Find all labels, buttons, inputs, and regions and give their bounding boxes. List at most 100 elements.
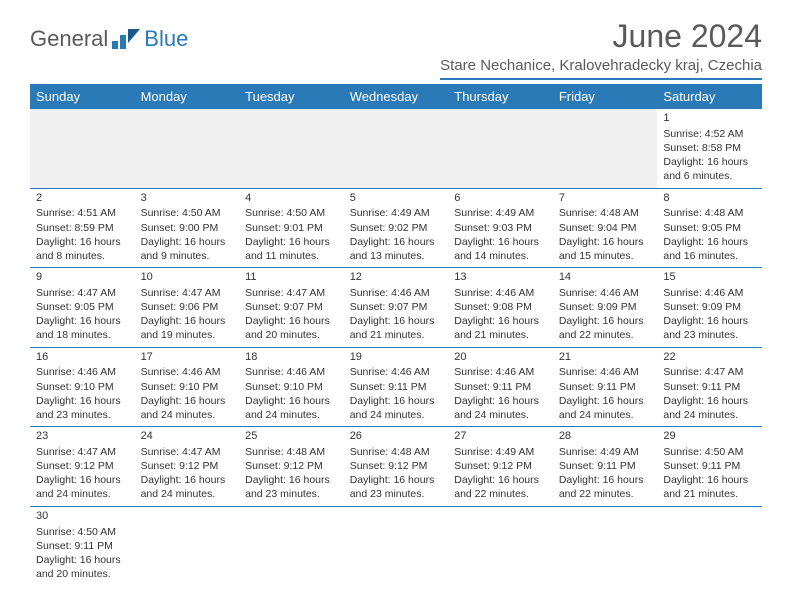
sunset-text: Sunset: 9:11 PM: [350, 380, 443, 394]
calendar-day-cell: 2Sunrise: 4:51 AMSunset: 8:59 PMDaylight…: [30, 188, 135, 268]
month-title: June 2024: [440, 18, 762, 55]
sunrise-text: Sunrise: 4:50 AM: [36, 525, 129, 539]
daylight-text: Daylight: 16 hours: [245, 314, 338, 328]
day-number: 5: [350, 191, 443, 206]
daylight-text: Daylight: 16 hours: [141, 394, 234, 408]
daylight-text: Daylight: 16 hours: [454, 473, 547, 487]
calendar-day-cell: [344, 109, 449, 188]
sunset-text: Sunset: 8:58 PM: [663, 141, 756, 155]
daylight-text: Daylight: 16 hours: [36, 235, 129, 249]
logo-chart-icon: [112, 29, 140, 49]
daylight-text: and 18 minutes.: [36, 328, 129, 342]
location-text: Stare Nechanice, Kralovehradecky kraj, C…: [440, 57, 762, 80]
daylight-text: Daylight: 16 hours: [559, 235, 652, 249]
calendar-day-cell: 19Sunrise: 4:46 AMSunset: 9:11 PMDayligh…: [344, 347, 449, 427]
calendar-day-cell: 9Sunrise: 4:47 AMSunset: 9:05 PMDaylight…: [30, 268, 135, 348]
daylight-text: and 20 minutes.: [36, 567, 129, 581]
sunset-text: Sunset: 8:59 PM: [36, 221, 129, 235]
sunset-text: Sunset: 9:01 PM: [245, 221, 338, 235]
calendar-day-cell: 24Sunrise: 4:47 AMSunset: 9:12 PMDayligh…: [135, 427, 240, 507]
calendar-day-cell: 21Sunrise: 4:46 AMSunset: 9:11 PMDayligh…: [553, 347, 658, 427]
sunrise-text: Sunrise: 4:46 AM: [141, 365, 234, 379]
calendar-week-row: 1Sunrise: 4:52 AMSunset: 8:58 PMDaylight…: [30, 109, 762, 188]
daylight-text: and 21 minutes.: [663, 487, 756, 501]
daylight-text: and 21 minutes.: [350, 328, 443, 342]
day-number: 9: [36, 270, 129, 285]
day-number: 25: [245, 429, 338, 444]
calendar-day-cell: 6Sunrise: 4:49 AMSunset: 9:03 PMDaylight…: [448, 188, 553, 268]
day-number: 29: [663, 429, 756, 444]
daylight-text: and 14 minutes.: [454, 249, 547, 263]
sunrise-text: Sunrise: 4:49 AM: [454, 206, 547, 220]
day-number: 21: [559, 350, 652, 365]
sunrise-text: Sunrise: 4:52 AM: [663, 127, 756, 141]
sunset-text: Sunset: 9:10 PM: [141, 380, 234, 394]
daylight-text: and 15 minutes.: [559, 249, 652, 263]
daylight-text: Daylight: 16 hours: [663, 314, 756, 328]
sunrise-text: Sunrise: 4:51 AM: [36, 206, 129, 220]
sunrise-text: Sunrise: 4:50 AM: [663, 445, 756, 459]
daylight-text: and 24 minutes.: [454, 408, 547, 422]
daylight-text: and 16 minutes.: [663, 249, 756, 263]
sunrise-text: Sunrise: 4:48 AM: [559, 206, 652, 220]
day-number: 18: [245, 350, 338, 365]
daylight-text: and 23 minutes.: [350, 487, 443, 501]
sunrise-text: Sunrise: 4:46 AM: [663, 286, 756, 300]
logo: General Blue: [30, 26, 188, 52]
sunrise-text: Sunrise: 4:47 AM: [141, 445, 234, 459]
sunrise-text: Sunrise: 4:47 AM: [663, 365, 756, 379]
sunset-text: Sunset: 9:02 PM: [350, 221, 443, 235]
calendar-day-cell: 7Sunrise: 4:48 AMSunset: 9:04 PMDaylight…: [553, 188, 658, 268]
calendar-day-cell: 8Sunrise: 4:48 AMSunset: 9:05 PMDaylight…: [657, 188, 762, 268]
day-number: 27: [454, 429, 547, 444]
calendar-day-cell: 20Sunrise: 4:46 AMSunset: 9:11 PMDayligh…: [448, 347, 553, 427]
sunset-text: Sunset: 9:11 PM: [454, 380, 547, 394]
logo-text-general: General: [30, 26, 108, 52]
sunrise-text: Sunrise: 4:50 AM: [245, 206, 338, 220]
daylight-text: and 21 minutes.: [454, 328, 547, 342]
sunset-text: Sunset: 9:11 PM: [663, 380, 756, 394]
sunrise-text: Sunrise: 4:50 AM: [141, 206, 234, 220]
sunrise-text: Sunrise: 4:49 AM: [350, 206, 443, 220]
calendar-day-cell: 28Sunrise: 4:49 AMSunset: 9:11 PMDayligh…: [553, 427, 658, 507]
sunset-text: Sunset: 9:12 PM: [350, 459, 443, 473]
calendar-day-cell: 10Sunrise: 4:47 AMSunset: 9:06 PMDayligh…: [135, 268, 240, 348]
day-number: 30: [36, 509, 129, 524]
calendar-day-cell: 23Sunrise: 4:47 AMSunset: 9:12 PMDayligh…: [30, 427, 135, 507]
daylight-text: and 20 minutes.: [245, 328, 338, 342]
day-number: 22: [663, 350, 756, 365]
daylight-text: Daylight: 16 hours: [454, 235, 547, 249]
day-header: Wednesday: [344, 84, 449, 109]
daylight-text: and 23 minutes.: [663, 328, 756, 342]
sunset-text: Sunset: 9:09 PM: [663, 300, 756, 314]
daylight-text: and 24 minutes.: [559, 408, 652, 422]
sunrise-text: Sunrise: 4:46 AM: [350, 365, 443, 379]
daylight-text: and 8 minutes.: [36, 249, 129, 263]
daylight-text: Daylight: 16 hours: [663, 473, 756, 487]
daylight-text: Daylight: 16 hours: [245, 473, 338, 487]
day-number: 13: [454, 270, 547, 285]
sunrise-text: Sunrise: 4:46 AM: [559, 365, 652, 379]
calendar-day-cell: 17Sunrise: 4:46 AMSunset: 9:10 PMDayligh…: [135, 347, 240, 427]
daylight-text: Daylight: 16 hours: [36, 553, 129, 567]
calendar-day-cell: 13Sunrise: 4:46 AMSunset: 9:08 PMDayligh…: [448, 268, 553, 348]
daylight-text: Daylight: 16 hours: [141, 314, 234, 328]
daylight-text: Daylight: 16 hours: [36, 314, 129, 328]
daylight-text: and 19 minutes.: [141, 328, 234, 342]
daylight-text: and 24 minutes.: [663, 408, 756, 422]
sunset-text: Sunset: 9:11 PM: [663, 459, 756, 473]
daylight-text: Daylight: 16 hours: [350, 394, 443, 408]
sunset-text: Sunset: 9:11 PM: [559, 380, 652, 394]
day-number: 26: [350, 429, 443, 444]
daylight-text: Daylight: 16 hours: [36, 473, 129, 487]
daylight-text: Daylight: 16 hours: [663, 394, 756, 408]
daylight-text: and 23 minutes.: [36, 408, 129, 422]
daylight-text: and 22 minutes.: [454, 487, 547, 501]
day-header: Tuesday: [239, 84, 344, 109]
calendar-day-cell: [553, 506, 658, 585]
day-number: 23: [36, 429, 129, 444]
daylight-text: Daylight: 16 hours: [350, 235, 443, 249]
calendar-week-row: 9Sunrise: 4:47 AMSunset: 9:05 PMDaylight…: [30, 268, 762, 348]
sunset-text: Sunset: 9:12 PM: [141, 459, 234, 473]
calendar-day-cell: 30Sunrise: 4:50 AMSunset: 9:11 PMDayligh…: [30, 506, 135, 585]
